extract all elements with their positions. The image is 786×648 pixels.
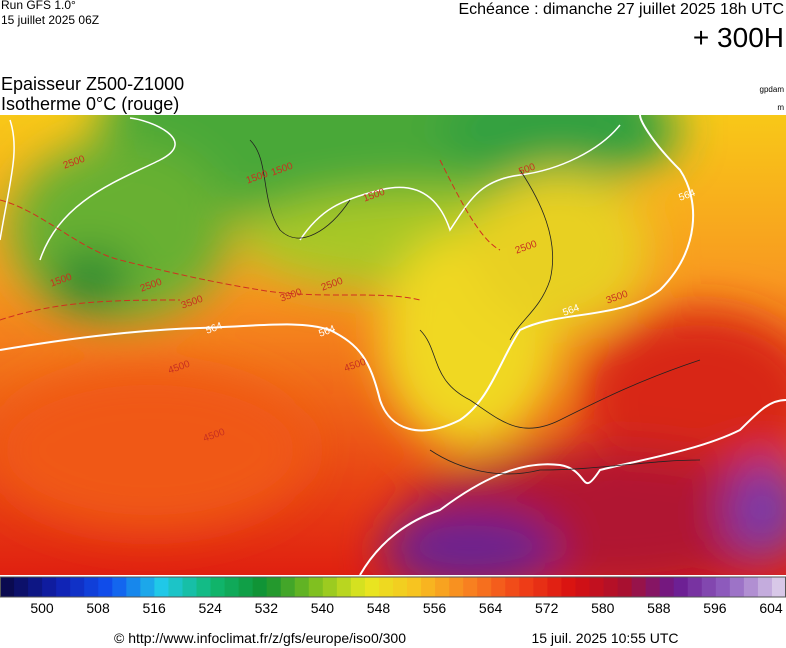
colorbar-swatch (28, 577, 43, 597)
colorbar-swatch (140, 577, 155, 597)
colorbar-swatch (463, 577, 478, 597)
colorbar-swatch (575, 577, 590, 597)
colorbar-swatch (729, 577, 745, 597)
colorbar-swatch (589, 577, 605, 597)
colorbar-label: 508 (86, 600, 110, 616)
colorbar-swatch (98, 577, 113, 597)
unit-bottom: m (777, 103, 784, 112)
map-field (0, 115, 786, 575)
colorbar: 500 508 516 524 532 540 548 556 564 572 580 588 596 6… (0, 576, 786, 616)
unit-top: gpdam (760, 85, 785, 94)
colorbar-swatch (14, 577, 29, 597)
colorbar-swatch (603, 577, 619, 597)
colorbar-label: 604 (759, 600, 783, 616)
colorbar-label: 516 (142, 600, 166, 616)
colorbar-swatch (336, 577, 352, 597)
timestamp: 15 juil. 2025 10:55 UTC (531, 630, 678, 646)
colorbar-swatch (70, 577, 85, 597)
colorbar-swatch (645, 577, 661, 597)
colorbar-swatch (280, 577, 296, 597)
colorbar-swatch (659, 577, 675, 597)
colorbar-swatch (112, 577, 127, 597)
run-label: Run GFS 1.0° (1, 0, 76, 12)
lead-time: + 300H (693, 22, 784, 53)
colorbar-swatch (407, 577, 422, 597)
colorbar-swatch (435, 577, 450, 597)
colorbar-swatch (294, 577, 310, 597)
colorbar-swatch (421, 577, 436, 597)
colorbar-swatch (547, 577, 562, 597)
colorbar-swatch (238, 577, 254, 597)
colorbar-swatch (687, 577, 703, 597)
colorbar-swatch (0, 577, 15, 597)
colorbar-swatch (477, 577, 492, 597)
colorbar-label: 548 (367, 600, 391, 616)
colorbar-swatch (771, 577, 786, 597)
colorbar-label: 580 (591, 600, 615, 616)
colorbar-swatch (519, 577, 534, 597)
colorbar-label: 596 (703, 600, 727, 616)
colorbar-swatch (154, 577, 169, 597)
run-date: 15 juillet 2025 06Z (1, 13, 99, 27)
colorbar-swatch (168, 577, 183, 597)
colorbar-label: 532 (255, 600, 279, 616)
colorbar-label: 540 (311, 600, 335, 616)
colorbar-swatch (617, 577, 633, 597)
colorbar-label: 572 (535, 600, 559, 616)
colorbar-swatch (84, 577, 99, 597)
colorbar-label: 564 (479, 600, 503, 616)
colorbar-swatch (743, 577, 759, 597)
colorbar-swatch (182, 577, 197, 597)
colorbar-swatch (561, 577, 576, 597)
colorbar-swatch (42, 577, 57, 597)
map-title: Epaisseur Z500-Z1000 (1, 74, 184, 94)
colorbar-label: 500 (30, 600, 54, 616)
colorbar-swatch (364, 577, 380, 597)
colorbar-swatch (673, 577, 689, 597)
colorbar-swatch (757, 577, 773, 597)
colorbar-swatch (715, 577, 731, 597)
colorbar-swatch (491, 577, 506, 597)
colorbar-swatch (224, 577, 240, 597)
colorbar-label: 588 (647, 600, 671, 616)
colorbar-swatch (252, 577, 268, 597)
colorbar-swatch (196, 577, 212, 597)
colorbar-swatch (56, 577, 71, 597)
colorbar-label: 524 (199, 600, 223, 616)
colorbar-swatch (393, 577, 408, 597)
colorbar-swatch (210, 577, 226, 597)
colorbar-swatch (322, 577, 338, 597)
colorbar-swatch (266, 577, 282, 597)
colorbar-swatch (350, 577, 366, 597)
colorbar-swatch (308, 577, 324, 597)
colorbar-label: 556 (423, 600, 447, 616)
colorbar-swatch (631, 577, 647, 597)
colorbar-swatch (505, 577, 520, 597)
echeance: Echéance : dimanche 27 juillet 2025 18h … (458, 1, 784, 18)
source-url: © http://www.infoclimat.fr/z/gfs/europe/… (114, 630, 406, 646)
colorbar-swatch (701, 577, 717, 597)
colorbar-swatch (533, 577, 548, 597)
colorbar-swatch (126, 577, 141, 597)
map-subtitle: Isotherme 0°C (rouge) (1, 94, 179, 114)
colorbar-swatch (449, 577, 464, 597)
colorbar-swatch (378, 577, 394, 597)
